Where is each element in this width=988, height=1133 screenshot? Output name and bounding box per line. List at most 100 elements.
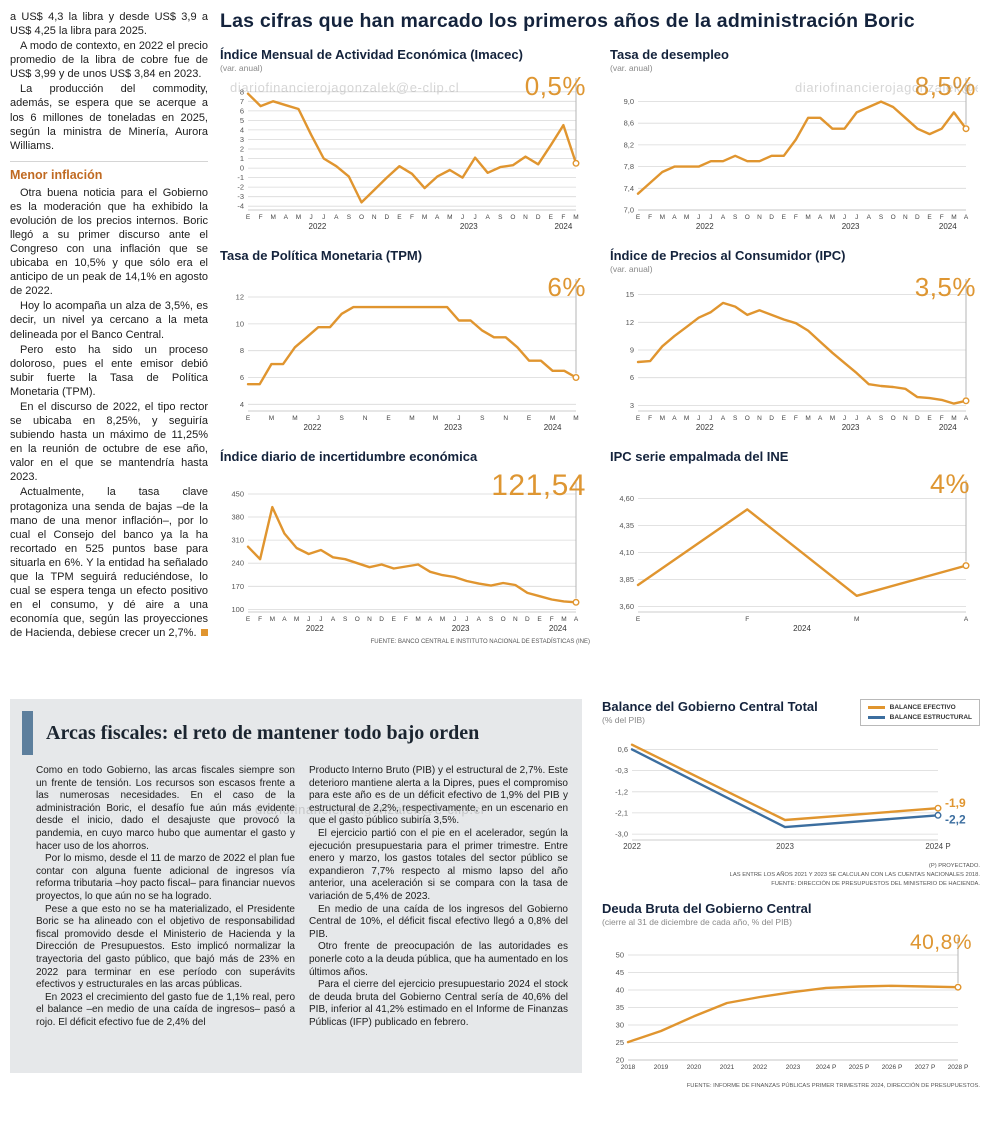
x-tick-label: E: [636, 616, 641, 623]
chart-plot: 4,60 4,35 4,10 3,85 3,60 E F M A 2024: [610, 478, 982, 638]
x-tick-label: E: [392, 616, 397, 623]
x-tick-label: F: [940, 214, 944, 221]
x-tick-label: E: [927, 415, 932, 422]
x-tick-label: N: [903, 214, 908, 221]
chart-ipc-ine: IPC serie empalmada del INE 4% 4,60 4,35 4…: [610, 449, 982, 645]
article-paragraph: Hoy lo acompaña un alza de 3,5%, es deci…: [10, 300, 208, 341]
chart-plot: 8 7 6 5 4 3 2 1 0 -1 -2 -3 -4 E F M A M J J A S O N D E F M A M J J A S O N…: [220, 76, 592, 236]
year-label: 2024: [544, 423, 562, 432]
fiscal-column-1: Como en todo Gobierno, las arcas fiscale…: [36, 765, 295, 1029]
x-tick-label: 2026 P: [882, 1064, 903, 1071]
year-label: 2024: [793, 624, 811, 633]
x-tick-label: E: [636, 415, 641, 422]
chart-deuda: Deuda Bruta del Gobierno Central (cierre…: [602, 901, 980, 1091]
chart-line: [246, 505, 578, 604]
x-tick-label: E: [246, 415, 251, 422]
x-tick-label: J: [453, 616, 456, 623]
top-section: a US$ 4,3 la libra y desde US$ 3,9 a US$…: [10, 8, 980, 645]
y-tick-label: 6: [240, 373, 244, 382]
x-tick-label: E: [527, 415, 532, 422]
article-paragraph: Pero esto ha sido un proceso doloroso, p…: [10, 343, 208, 398]
y-tick-label: 7,0: [624, 206, 634, 215]
chart-title: Balance del Gobierno Central Total: [602, 699, 818, 714]
x-tick-label: A: [672, 214, 677, 221]
balance-notes: (P) PROYECTADO. LAS ENTRE LOS AÑOS 2021 …: [602, 862, 980, 889]
x-tick-label: N: [757, 415, 762, 422]
y-tick-label: 3: [240, 135, 244, 144]
y-tick-label: -1,2: [615, 787, 628, 796]
y-tick-label: -2: [237, 183, 244, 192]
y-tick-label: 170: [231, 582, 244, 591]
y-tick-label: 240: [231, 559, 244, 568]
x-tick-label: J: [317, 415, 320, 422]
article-paragraph: En el discurso de 2022, el tipo rector s…: [10, 400, 208, 484]
fiscal-paragraph: Producto Interno Bruto (PIB) y el estruc…: [309, 765, 569, 827]
year-label: 2023: [460, 222, 478, 231]
chart-title: Tasa de desempleo: [610, 47, 729, 62]
y-tick-label: -3: [237, 192, 244, 201]
x-tick-label: M: [805, 415, 810, 422]
y-tick-label: 6: [630, 373, 634, 382]
year-label: 2024: [939, 423, 957, 432]
y-tick-label: 40: [616, 985, 624, 994]
y-tick-label: 4: [240, 400, 244, 409]
fiscal-paragraph: Por lo mismo, desde el 11 de marzo de 20…: [36, 853, 295, 902]
chart-highlight-value: 6%: [547, 272, 586, 302]
y-tick-label: 4,60: [619, 494, 634, 503]
x-tick-label: M: [684, 415, 689, 422]
y-tick-label: 7,8: [624, 162, 634, 171]
chart-line: [630, 743, 940, 822]
year-label: 2022: [696, 423, 714, 432]
x-tick-label: S: [489, 616, 494, 623]
x-tick-label: N: [523, 214, 528, 221]
article-paragraph: Actualmente, la tasa clave protagoniza u…: [10, 485, 208, 640]
balance-title-block: Balance del Gobierno Central Total (% de…: [602, 699, 818, 728]
x-tick-label: O: [891, 214, 896, 221]
y-tick-label: 20: [616, 1055, 624, 1064]
x-tick-label: M: [805, 214, 810, 221]
x-tick-label: S: [498, 214, 503, 221]
legend-label: BALANCE ESTRUCTURAL: [889, 714, 972, 721]
chart-desempleo: Tasa de desempleo (var. anual) 8,5% 9,0 8…: [610, 47, 982, 236]
x-tick-label: A: [867, 415, 872, 422]
x-tick-label: M: [830, 214, 835, 221]
page-title: Las cifras que han marcado los primeros …: [220, 10, 915, 32]
chart-tpm: Tasa de Política Monetaria (TPM) 6% 12 10…: [220, 248, 592, 437]
chart-line: [636, 508, 968, 598]
chart-plot: 0,6 -0,3 -1,2 -2,1 -3,0 2022 2023 2024 P -1,9 -2,…: [602, 728, 980, 860]
end-marker: [954, 983, 962, 991]
y-tick-label: 4,35: [619, 521, 634, 530]
y-tick-label: 8,2: [624, 140, 634, 149]
chart-line: [636, 100, 968, 195]
x-tick-label: F: [258, 616, 262, 623]
fiscal-paragraph: Como en todo Gobierno, las arcas fiscale…: [36, 765, 295, 852]
x-tick-label: 2028 P: [948, 1064, 969, 1071]
x-tick-label: O: [510, 214, 515, 221]
x-tick-label: S: [733, 214, 738, 221]
chart-line: [636, 301, 968, 405]
chart-title: Índice de Precios al Consumidor (IPC): [610, 248, 846, 263]
x-tick-label: D: [525, 616, 530, 623]
x-tick-label: E: [782, 214, 787, 221]
x-tick-label: M: [433, 415, 438, 422]
x-tick-label: D: [384, 214, 389, 221]
x-tick-label: M: [422, 214, 427, 221]
fiscal-heading-row: Arcas fiscales: el reto de mantener todo…: [22, 711, 568, 755]
chart-title: Índice diario de incertidumbre económica: [220, 449, 478, 464]
chart-subtitle: [220, 264, 592, 275]
chart-legend: BALANCE EFECTIVO BALANCE ESTRUCTURAL: [859, 699, 980, 726]
fiscal-paragraph: Otro frente de preocupación de las autor…: [309, 941, 568, 978]
y-tick-label: 8: [240, 346, 244, 355]
year-label: 2023: [842, 222, 860, 231]
chart-subtitle: (var. anual): [610, 264, 653, 274]
chart-title: Tasa de Política Monetaria (TPM): [220, 248, 423, 263]
y-tick-label: 2: [240, 145, 244, 154]
x-tick-label: D: [769, 415, 774, 422]
x-tick-label: A: [818, 214, 823, 221]
x-tick-label: N: [757, 214, 762, 221]
x-tick-label: D: [769, 214, 774, 221]
chart-subtitle: (var. anual): [610, 63, 653, 73]
x-tick-label: M: [854, 616, 859, 623]
fiscal-columns: Como en todo Gobierno, las arcas fiscale…: [22, 765, 568, 1029]
